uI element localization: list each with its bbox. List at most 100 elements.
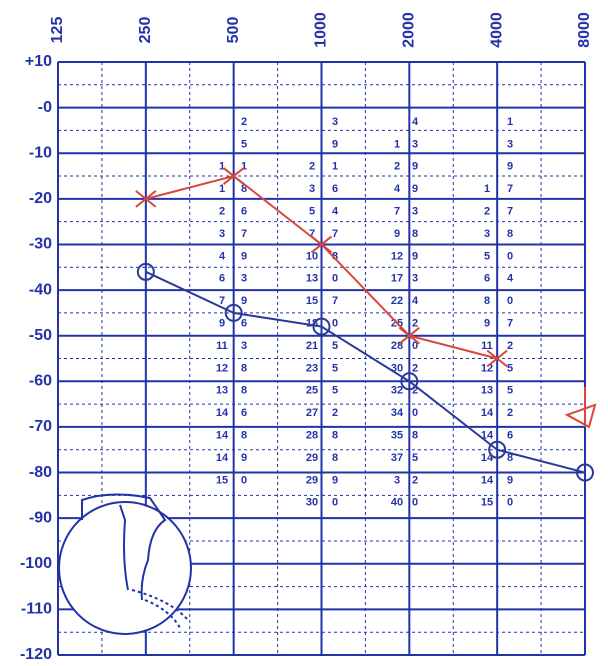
table-number: 34	[391, 407, 404, 419]
table-number: 27	[306, 407, 318, 419]
table-number: 29	[306, 452, 318, 464]
table-number: 9	[241, 250, 247, 262]
table-number: 8	[507, 452, 513, 464]
table-number: 25	[306, 385, 318, 397]
table-number: 40	[391, 497, 403, 509]
table-number: 1	[332, 161, 338, 173]
table-number: 8	[412, 430, 418, 442]
table-number: 2	[412, 362, 418, 374]
table-number: 0	[241, 474, 247, 486]
table-number: 7	[507, 183, 513, 195]
table-number: 15	[481, 497, 493, 509]
table-number: 7	[394, 206, 400, 218]
table-number: 4	[219, 250, 226, 262]
table-number: 5	[507, 385, 513, 397]
table-number: 8	[484, 295, 490, 307]
table-number: 7	[507, 206, 513, 218]
o-marker	[400, 372, 419, 391]
table-number: 2	[412, 474, 418, 486]
table-number: 28	[306, 430, 318, 442]
table-number: 9	[241, 295, 247, 307]
table-number: 6	[507, 430, 513, 442]
table-number: 9	[394, 228, 400, 240]
table-number: 14	[481, 407, 494, 419]
triangle-marker	[564, 386, 597, 429]
table-number: 11	[216, 340, 228, 352]
table-number: 3	[241, 273, 247, 285]
table-number: 14	[481, 452, 494, 464]
table-number: 0	[507, 295, 513, 307]
table-number: 9	[332, 138, 338, 150]
table-number: 3	[412, 273, 418, 285]
x-tick-label: 125	[49, 17, 66, 44]
table-number: 0	[507, 250, 513, 262]
table-number: 6	[332, 183, 338, 195]
y-tick-label: -40	[29, 281, 52, 298]
table-number: 9	[241, 452, 247, 464]
table-number: 15	[306, 295, 318, 307]
table-number: 3	[484, 228, 490, 240]
table-number: 10	[306, 250, 318, 262]
table-number: 4	[412, 295, 419, 307]
table-number: 14	[216, 430, 229, 442]
table-number: 1	[241, 161, 247, 173]
table-number: 23	[306, 362, 318, 374]
x-tick-label: 8000	[576, 12, 593, 48]
x-marker	[310, 235, 333, 254]
table-number: 32	[391, 385, 403, 397]
o-marker	[488, 440, 507, 459]
table-number: 4	[412, 116, 419, 128]
table-number: 3	[309, 183, 315, 195]
table-number: 6	[241, 407, 247, 419]
table-number: 0	[412, 340, 418, 352]
table-number: 8	[332, 250, 338, 262]
table-number: 2	[507, 407, 513, 419]
y-tick-label: -100	[20, 555, 52, 572]
table-number: 7	[507, 318, 513, 330]
table-number: 21	[306, 340, 318, 352]
table-number: 2	[484, 206, 490, 218]
table-number: 3	[332, 116, 338, 128]
x-tick-label: 4000	[488, 12, 505, 48]
table-number: 7	[219, 295, 225, 307]
table-number: 3	[507, 138, 513, 150]
table-number: 12	[391, 250, 403, 262]
series-line	[145, 270, 586, 474]
table-number: 7	[241, 228, 247, 240]
x-tick-label: 500	[225, 17, 242, 44]
y-tick-label: +10	[25, 53, 52, 70]
x-marker	[486, 349, 508, 368]
table-number: 0	[507, 497, 513, 509]
table-number: 15	[216, 474, 228, 486]
ear-icon	[58, 493, 192, 635]
table-number: 1	[507, 116, 513, 128]
table-number: 6	[241, 318, 247, 330]
y-tick-label: -110	[21, 601, 52, 618]
table-number: 8	[241, 430, 247, 442]
table-number: 2	[412, 318, 418, 330]
table-number: 6	[484, 273, 490, 285]
y-tick-label: -50	[29, 327, 52, 344]
table-number: 1	[394, 138, 400, 150]
table-number: 14	[216, 452, 229, 464]
table-number: 9	[332, 474, 338, 486]
y-tick-label: -60	[29, 373, 52, 390]
table-number: 2	[394, 161, 400, 173]
table-number: 3	[412, 206, 418, 218]
table-number: 6	[219, 273, 225, 285]
table-number: 9	[484, 318, 490, 330]
table-number: 4	[507, 273, 514, 285]
x-marker	[135, 190, 157, 208]
o-marker	[576, 463, 594, 482]
y-tick-label: -90	[29, 509, 52, 526]
o-marker	[312, 317, 331, 336]
table-number: 5	[332, 385, 338, 397]
table-number: 4	[332, 206, 339, 218]
table-number: 17	[391, 273, 403, 285]
table-number: 13	[216, 385, 228, 397]
table-number: 0	[332, 497, 338, 509]
table-number: 1	[484, 183, 490, 195]
table-number: 8	[241, 362, 247, 374]
table-number: 3	[412, 138, 418, 150]
